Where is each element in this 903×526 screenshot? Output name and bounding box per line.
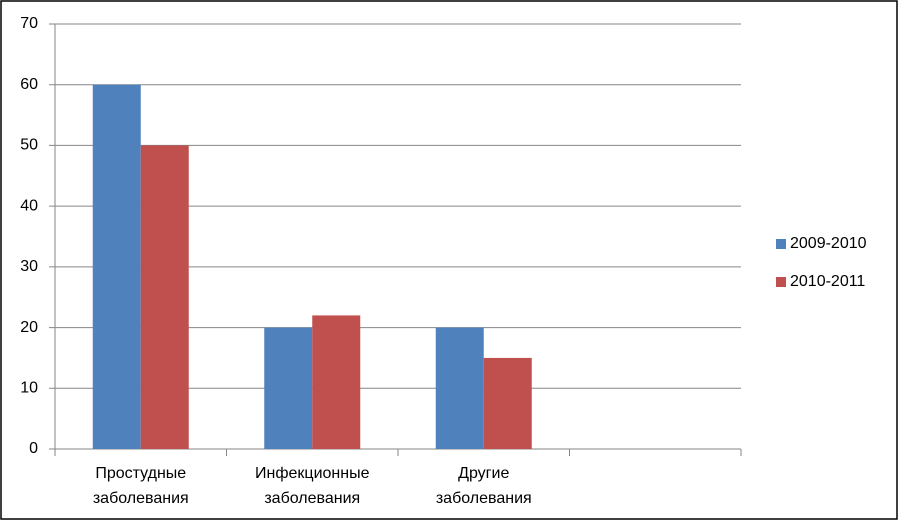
legend-swatch: [776, 239, 786, 249]
y-tick-label: 60: [20, 76, 38, 93]
bar: [483, 357, 532, 449]
bar: [92, 84, 141, 449]
y-tick-label: 50: [20, 137, 38, 154]
x-tick-label: Инфекционные заболевания: [255, 465, 370, 507]
legend-label: 2010-2011: [790, 273, 865, 290]
legend-label: 2009-2010: [790, 235, 867, 252]
legend-swatch: [776, 277, 786, 287]
bar: [435, 327, 484, 449]
y-tick-label: 40: [20, 197, 38, 214]
y-tick-label: 10: [20, 380, 38, 397]
y-tick-label: 70: [20, 15, 38, 32]
bar: [140, 145, 189, 449]
y-tick-label: 0: [29, 440, 38, 457]
y-tick-label: 30: [20, 258, 38, 275]
x-tick-label: Другие заболевания: [435, 465, 532, 507]
y-tick-label: 20: [20, 319, 38, 336]
bar: [312, 315, 361, 449]
x-tick-label: Простудные заболевания: [92, 465, 189, 507]
bar: [264, 327, 313, 449]
